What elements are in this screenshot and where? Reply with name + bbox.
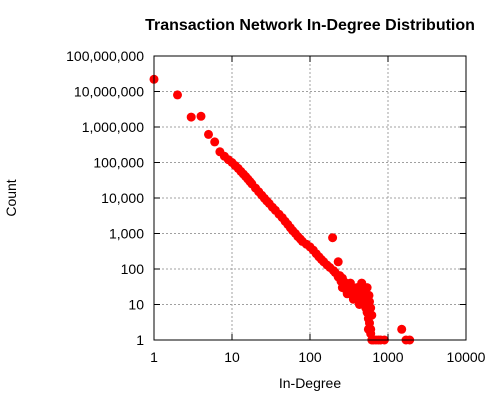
data-point: [196, 111, 206, 121]
data-point: [333, 257, 343, 267]
y-tick-label: 100,000,000: [66, 48, 144, 64]
data-point: [354, 300, 364, 309]
data-point: [366, 329, 376, 339]
data-point: [340, 284, 350, 294]
x-tick-label: 10000: [447, 349, 486, 365]
data-point: [328, 233, 338, 243]
data-points: [149, 74, 415, 345]
data-point: [364, 290, 374, 300]
data-point: [186, 112, 196, 122]
y-axis-label: Count: [3, 179, 19, 216]
chart-title: Transaction Network In-Degree Distributi…: [145, 17, 475, 34]
x-tick-label: 1: [150, 349, 158, 365]
y-tick-label: 100: [121, 261, 145, 277]
y-tick-label: 1,000,000: [82, 119, 144, 135]
y-tick-label: 10,000: [101, 190, 144, 206]
data-point: [397, 324, 407, 334]
data-point: [336, 276, 346, 286]
y-tick-label: 100,000: [93, 155, 144, 171]
x-axis-label: In-Degree: [279, 375, 341, 391]
x-tick-label: 100: [298, 349, 322, 365]
grid: [154, 56, 466, 340]
data-point: [367, 310, 377, 320]
y-tick-label: 10,000,000: [74, 84, 144, 100]
x-tick-label: 10: [224, 349, 240, 365]
ticks: 1 10 100 1000 10000 1 10 100 1,000 10,000 100,000 1…: [66, 48, 486, 365]
data-point: [366, 303, 376, 313]
y-tick-label: 10: [128, 297, 144, 313]
data-point: [210, 137, 220, 147]
data-point: [345, 278, 355, 288]
data-point: [173, 90, 182, 100]
y-tick-label: 1: [136, 332, 144, 348]
y-tick-label: 1,000: [109, 226, 144, 242]
x-tick-label: 1000: [372, 349, 403, 365]
data-point: [204, 129, 213, 139]
data-point: [362, 283, 372, 293]
data-point: [354, 287, 364, 297]
